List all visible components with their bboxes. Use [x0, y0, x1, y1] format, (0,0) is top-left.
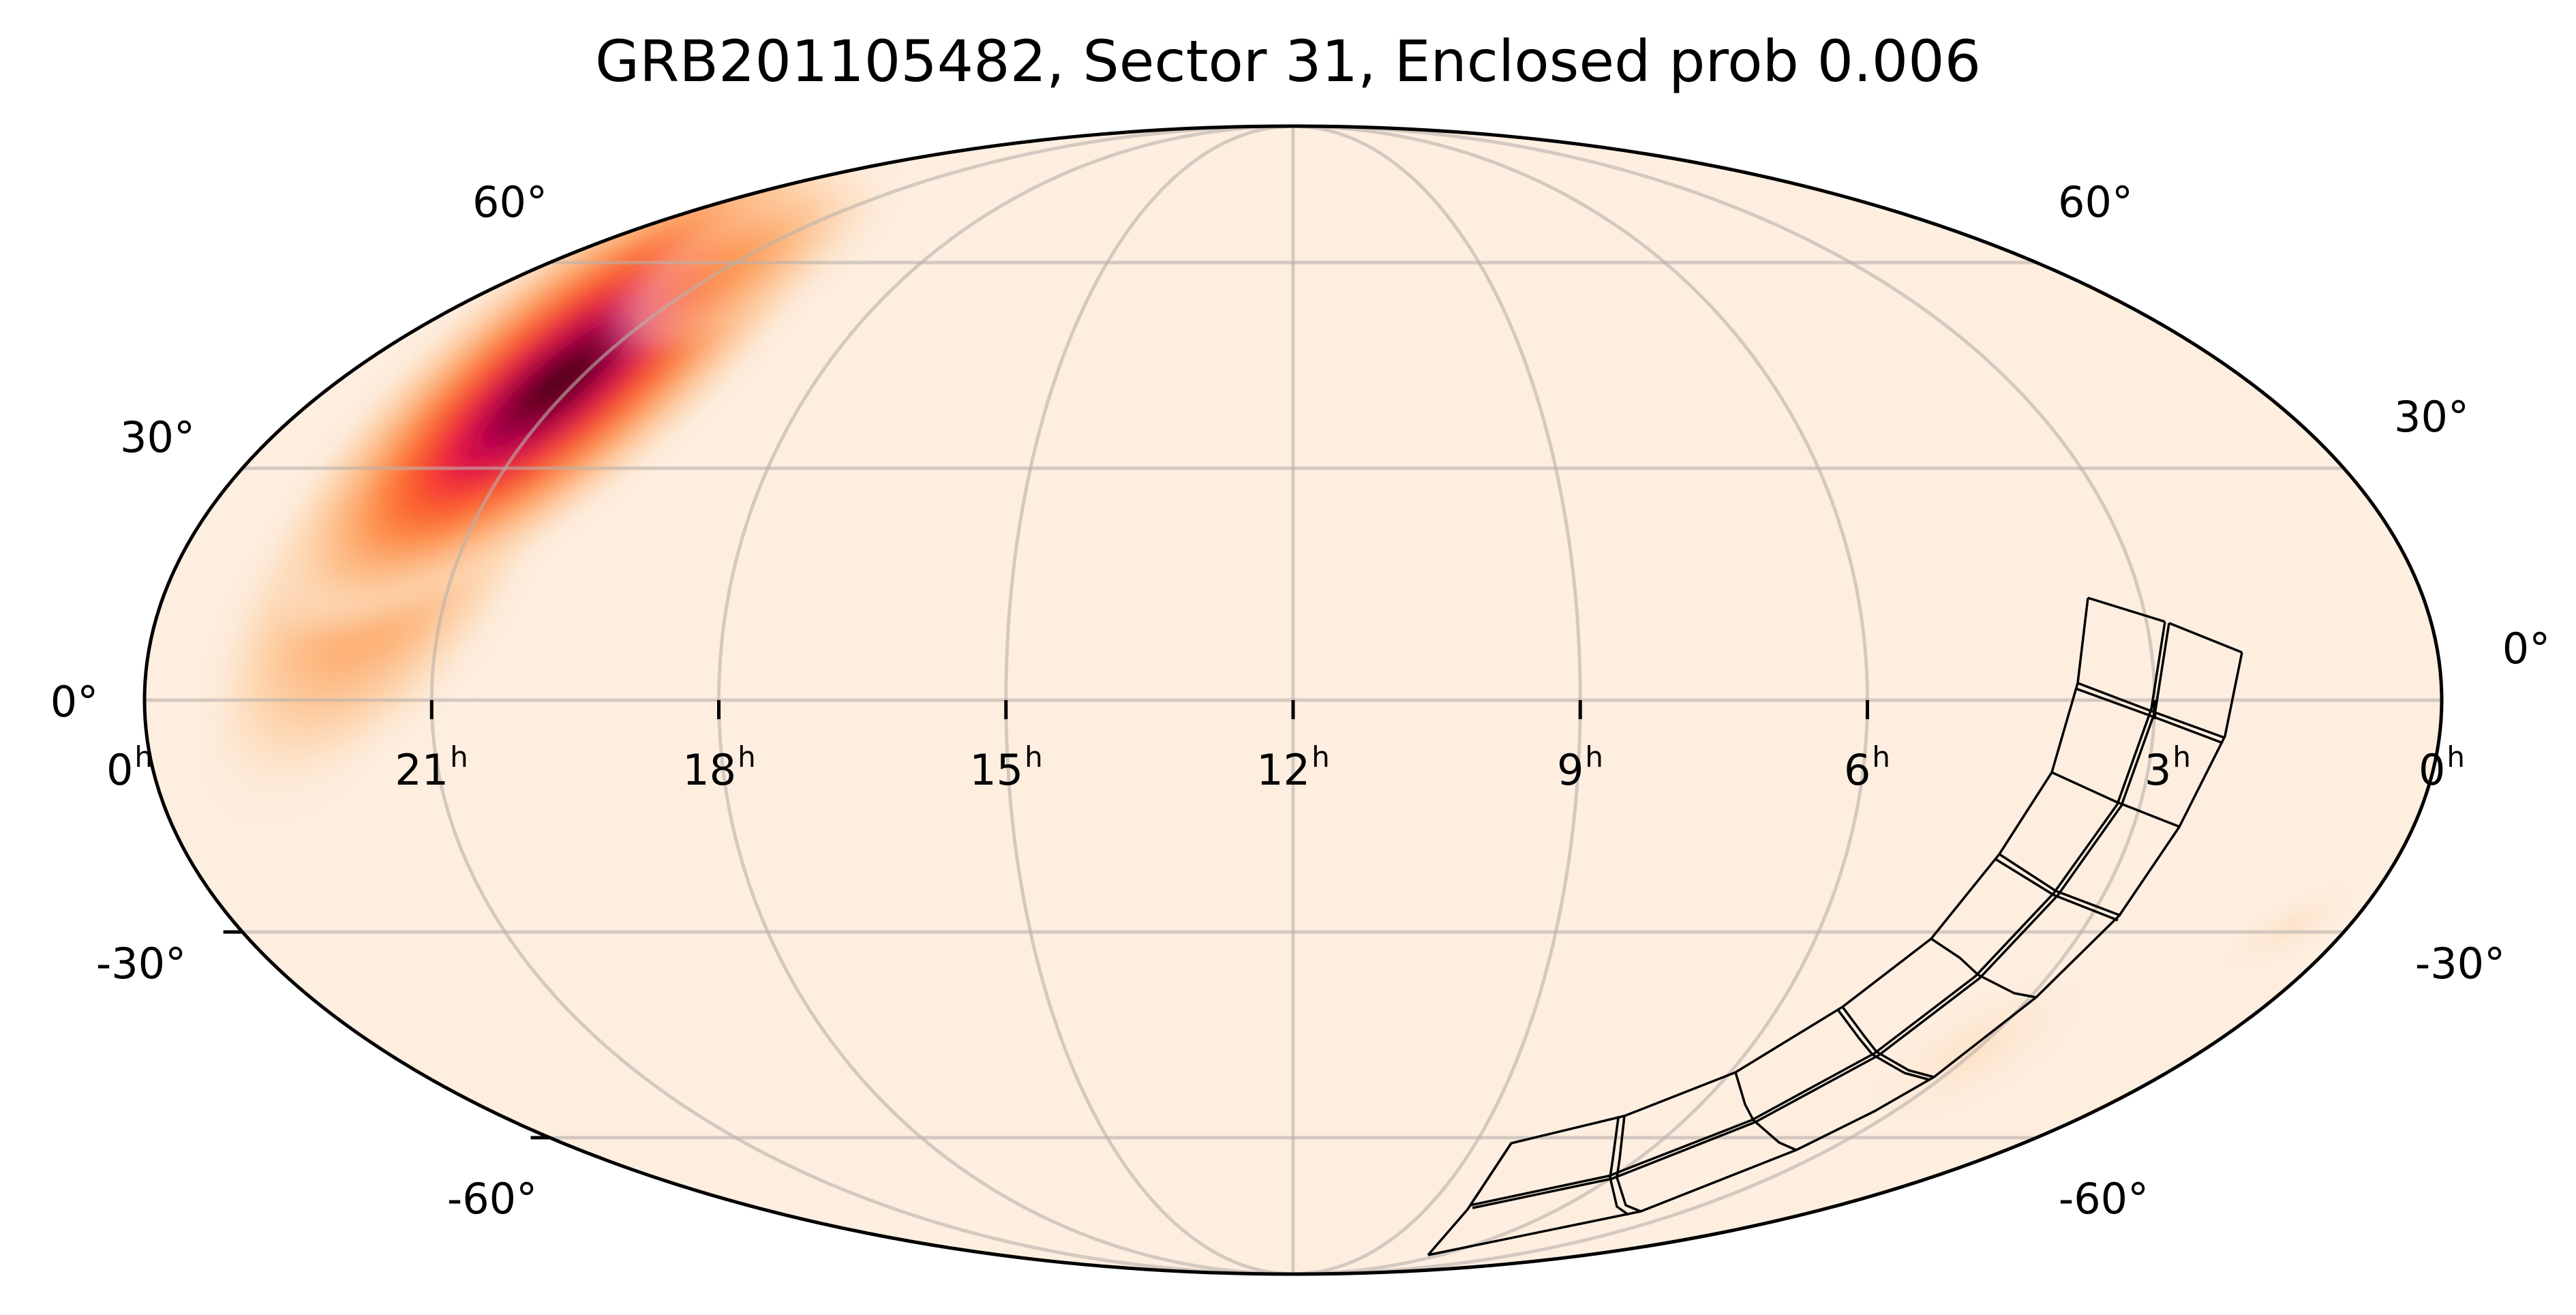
ra-tick-label: 18h: [682, 743, 756, 791]
ra-tick-unit: h: [1312, 740, 1330, 774]
ra-tick-label: 9h: [1557, 743, 1603, 791]
dec-tick-label: -60°: [446, 1174, 538, 1224]
ra-tick-label: 21h: [395, 743, 468, 791]
ra-tick-number: 0: [2418, 745, 2446, 795]
axis-ticks: [223, 700, 2157, 1140]
ra-tick-label: 6h: [1844, 743, 1890, 791]
ra-tick-unit: h: [450, 740, 468, 774]
ra-tick-label: 15h: [969, 743, 1043, 791]
dec-tick-label: -60°: [2058, 1174, 2149, 1224]
ra-tick-number: 9: [1556, 745, 1584, 795]
ra-tick-label: 12h: [1256, 743, 1330, 791]
ra-tick-number: 0: [106, 745, 134, 795]
ra-tick-number: 12: [1256, 745, 1311, 795]
probability-heatmap: [175, 126, 2375, 1142]
ra-tick-number: 21: [395, 745, 449, 795]
ra-tick-unit: h: [1585, 740, 1604, 774]
tess-sector-footprint: [1427, 596, 2243, 1256]
ra-tick-number: 15: [969, 745, 1024, 795]
ra-tick-unit: h: [2172, 740, 2192, 774]
dec-tick-label: 30°: [2394, 392, 2469, 442]
map-outline: [142, 124, 2444, 1276]
dec-tick-label: 0°: [2502, 624, 2551, 674]
ra-tick-unit: h: [738, 740, 756, 774]
dec-tick-label: 60°: [2058, 177, 2133, 227]
ra-tick-label: 0h: [2419, 743, 2465, 791]
ra-tick-number: 6: [1843, 745, 1871, 795]
ra-tick-unit: h: [1872, 740, 1891, 774]
ra-tick-label: 0h: [106, 743, 153, 791]
ra-tick-unit: h: [134, 740, 153, 774]
dec-tick-label: -30°: [95, 939, 187, 988]
ra-tick-unit: h: [1025, 740, 1043, 774]
dec-tick-label: 0°: [50, 677, 99, 727]
dec-tick-label: 30°: [120, 412, 195, 462]
dec-tick-label: 60°: [472, 177, 547, 227]
ra-tick-number: 18: [682, 745, 737, 795]
dec-tick-label: -30°: [2414, 939, 2506, 988]
ra-tick-label: 3h: [2145, 743, 2191, 791]
chart-title: GRB201105482, Sector 31, Enclosed prob 0…: [594, 28, 1982, 95]
ra-tick-number: 3: [2144, 745, 2172, 795]
ra-tick-unit: h: [2446, 740, 2466, 774]
